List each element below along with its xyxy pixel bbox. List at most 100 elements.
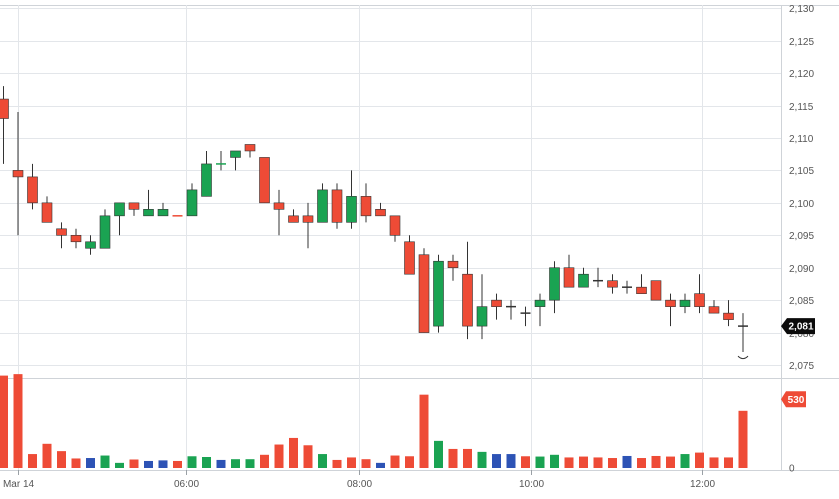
- volume-bar: [202, 457, 211, 468]
- volume-bar: [303, 445, 313, 468]
- time-tick-label: 06:00: [174, 479, 199, 490]
- price-tick-label: 2,110: [789, 134, 814, 145]
- candle-body: [143, 209, 154, 217]
- candle-body: [665, 299, 676, 307]
- candle-body: [85, 241, 96, 249]
- volume-bar: [158, 460, 168, 468]
- candle: [70, 228, 82, 249]
- candle: [230, 150, 241, 171]
- candle: [302, 202, 314, 249]
- candle-body: [578, 273, 589, 288]
- candle-body: [12, 170, 24, 178]
- candle: [216, 150, 226, 171]
- candle-body: [244, 144, 256, 152]
- candle: [0, 86, 9, 164]
- volume-bar: [434, 440, 443, 468]
- volume-bar: [231, 459, 240, 468]
- candle: [244, 144, 256, 158]
- volume-bar: [564, 457, 574, 468]
- candle: [506, 300, 516, 320]
- last-volume-tag: [781, 391, 806, 408]
- volume-bar: [535, 456, 545, 468]
- candle: [476, 274, 488, 340]
- candle: [288, 209, 299, 223]
- volume-bar: [506, 454, 516, 468]
- candle-body: [375, 209, 386, 217]
- candle: [201, 150, 212, 197]
- candle: [607, 274, 618, 294]
- last-price-tag: [781, 318, 815, 335]
- candle: [389, 215, 401, 242]
- candle: [259, 157, 270, 204]
- candle: [665, 293, 676, 327]
- candle-body: [694, 293, 705, 307]
- volume-bar: [477, 451, 487, 468]
- candle-body: [273, 202, 285, 210]
- candle: [593, 267, 603, 288]
- volume-bar: [651, 455, 661, 468]
- candle-body: [360, 196, 372, 217]
- price-tick-label: 2,115: [789, 102, 814, 113]
- volume-bar: [680, 454, 690, 468]
- candle-body: [418, 254, 430, 333]
- volume-bar: [637, 458, 646, 468]
- time-tick-label: 12:00: [690, 479, 715, 490]
- volume-bar: [71, 458, 81, 468]
- candle-body: [27, 176, 38, 204]
- price-tick-label: 2,120: [789, 69, 814, 80]
- volume-bar: [144, 460, 153, 468]
- candle-body: [157, 209, 169, 217]
- volume-series: [0, 374, 748, 468]
- candle-body: [317, 189, 328, 223]
- candle: [317, 183, 328, 223]
- volume-bar: [724, 457, 733, 468]
- volume-bar: [0, 375, 8, 468]
- volume-bar: [42, 443, 52, 468]
- grid-lines: [0, 5, 839, 471]
- candle-body: [404, 241, 415, 275]
- candle-body: [0, 98, 9, 119]
- candle-body: [389, 215, 401, 236]
- cursor-marker: [737, 355, 749, 360]
- candle-body: [114, 202, 125, 217]
- volume-bar: [100, 455, 110, 468]
- candle: [491, 293, 502, 320]
- price-tick-label: 2,080: [789, 329, 814, 340]
- candle: [447, 254, 459, 281]
- candle-body: [331, 189, 343, 223]
- volume-bar: [260, 454, 269, 468]
- volume-tick-label: 0: [789, 464, 795, 475]
- candle-body: [607, 280, 618, 288]
- candle: [462, 241, 473, 340]
- candle-body: [56, 228, 67, 236]
- candle-body: [201, 163, 212, 197]
- time-tick-label: Mar 14: [3, 479, 35, 490]
- candle: [650, 280, 662, 301]
- candle-body: [491, 299, 502, 307]
- candle: [12, 112, 24, 236]
- volume-bar: [608, 458, 617, 468]
- volume-bar: [521, 456, 530, 468]
- candle: [534, 293, 546, 327]
- candle: [99, 209, 111, 249]
- volume-bar: [57, 451, 66, 468]
- volume-bar: [129, 459, 139, 468]
- candle-body: [99, 215, 111, 249]
- candle-body: [462, 273, 473, 327]
- candle: [143, 189, 154, 217]
- candle: [418, 248, 430, 333]
- price-tick-label: 2,130: [789, 4, 814, 15]
- candle: [404, 235, 415, 275]
- last-volume-label: 530: [788, 395, 805, 406]
- price-tick-label: 2,075: [789, 361, 814, 372]
- candle-body: [679, 299, 691, 307]
- volume-bar: [448, 448, 458, 468]
- candle: [331, 183, 343, 229]
- candle-body: [534, 299, 546, 307]
- candle-body: [708, 306, 720, 314]
- candle: [27, 163, 38, 210]
- time-tick-label: 08:00: [347, 479, 372, 490]
- volume-bar: [579, 456, 588, 468]
